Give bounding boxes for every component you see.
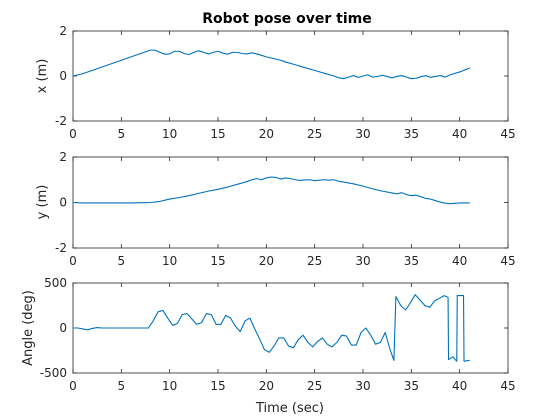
series-line — [72, 294, 470, 362]
y-axis-label: y (m) — [35, 185, 50, 220]
series-line — [72, 49, 470, 80]
y-axis-label: Angle (deg) — [21, 290, 36, 366]
x-tick-label: 0 — [69, 127, 77, 141]
y-tick-label: -2 — [55, 114, 67, 128]
x-tick-label: 5 — [118, 379, 126, 393]
x-tick-label: 35 — [404, 254, 419, 268]
y-tick-labels: -2 0 2 — [55, 150, 67, 255]
x-tick-label: 15 — [210, 254, 225, 268]
x-tick-label: 5 — [118, 254, 126, 268]
y-tick-label: -2 — [55, 241, 67, 255]
y-tick-label: -500 — [40, 366, 67, 380]
x-tick-label: 25 — [307, 127, 322, 141]
x-tick-label: 15 — [210, 379, 225, 393]
x-tick-label: 10 — [162, 127, 177, 141]
y-tick-label: 2 — [59, 150, 67, 164]
x-tick-label: 15 — [210, 127, 225, 141]
y-axis-label: x (m) — [35, 59, 50, 94]
x-tick-label: 5 — [118, 127, 126, 141]
y-tick-labels: -500 0 500 — [40, 276, 67, 380]
y-tick-label: 0 — [59, 321, 67, 335]
x-tick-label: 45 — [500, 127, 515, 141]
x-tick-label: 20 — [259, 254, 274, 268]
x-tick-label: 20 — [259, 127, 274, 141]
x-tick-label: 45 — [500, 254, 515, 268]
series-group — [72, 176, 470, 205]
x-tick-label: 30 — [355, 379, 370, 393]
x-tick-labels: 0 5 10 15 20 25 30 35 40 45 — [69, 127, 515, 141]
x-tick-label: 10 — [162, 379, 177, 393]
subplot-y-position: 0 5 10 15 20 25 30 35 40 45 -202 y (m) — [35, 150, 516, 268]
tick-marks — [72, 30, 509, 122]
series-line — [72, 176, 470, 205]
tick-marks — [72, 282, 509, 374]
x-tick-label: 35 — [404, 127, 419, 141]
x-tick-label: 30 — [355, 254, 370, 268]
y-tick-labels: -2 0 2 — [55, 24, 67, 128]
y-tick-label: 500 — [44, 276, 67, 290]
chart-title: Robot pose over time — [202, 11, 372, 27]
x-axis-label: Time (sec) — [255, 401, 324, 416]
y-tick-label: 0 — [59, 69, 67, 83]
x-tick-label: 25 — [307, 379, 322, 393]
series-group — [72, 49, 470, 80]
x-tick-label: 40 — [452, 379, 467, 393]
x-tick-label: 10 — [162, 254, 177, 268]
x-tick-label: 30 — [355, 127, 370, 141]
series-group — [72, 294, 470, 362]
x-tick-label: 40 — [452, 127, 467, 141]
y-tick-label: 2 — [59, 24, 67, 38]
x-tick-labels: 0 5 10 15 20 25 30 35 40 45 — [69, 254, 515, 268]
x-tick-label: 20 — [259, 379, 274, 393]
x-tick-labels: 0 5 10 15 20 25 30 35 40 45 — [69, 379, 515, 393]
tick-marks — [72, 156, 509, 249]
x-tick-label: 25 — [307, 254, 322, 268]
subplot-x-position: Robot pose over time 0 5 10 15 20 25 30 35 40 45 … — [35, 11, 516, 141]
x-tick-label: 0 — [69, 254, 77, 268]
x-tick-label: 35 — [404, 379, 419, 393]
x-tick-label: 45 — [500, 379, 515, 393]
x-tick-label: 40 — [452, 254, 467, 268]
x-tick-label: 0 — [69, 379, 77, 393]
y-tick-label: 0 — [59, 196, 67, 210]
